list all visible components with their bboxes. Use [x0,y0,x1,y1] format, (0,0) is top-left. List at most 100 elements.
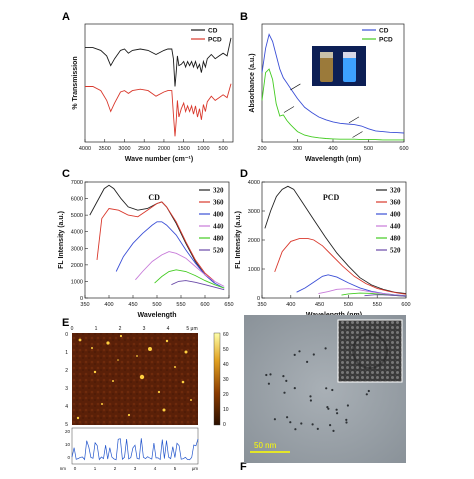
y-tick-label-d: 3000 [248,209,260,215]
tem-particle [367,389,370,393]
afm-particle [190,399,192,401]
afm-particle [184,350,188,354]
y-tick-label-d: 4000 [248,180,260,186]
tem-particle [312,353,315,356]
legend-label-a: PCD [208,37,222,44]
afm-particle [139,374,145,380]
y-tick-label-d: 1000 [248,267,260,273]
afm-particle [93,370,97,374]
afm-x-tick: 1 [95,326,98,332]
x-axis-label-b: Wavelength (nm) [305,156,361,163]
tem-particle [289,421,292,424]
tem-particle [331,388,334,392]
tem-particle [332,429,335,432]
tem-particle [294,428,297,431]
chart-title-d: PCD [323,193,340,202]
tem-particle [309,395,312,398]
annotation-arrow-b [352,131,363,138]
afm-particle [174,366,176,368]
afm-particle [91,347,93,349]
vial-photo-inset [312,46,366,86]
afm-y-tick: 5 [65,422,68,428]
tem-particle [265,373,268,377]
series-line-c-440 [135,251,225,287]
series-line-a-PCD [85,83,232,137]
tem-particle [365,393,368,396]
tem-particle [283,391,286,394]
x-tick-label-a: 1000 [197,146,209,152]
afm-height-profile-line [71,438,199,461]
plot-frame-a [84,23,234,143]
legend-label-c: 480 [213,235,224,243]
x-tick-label-d: 550 [373,302,382,308]
afm-profile-ticks: 20 10 0 0 1 2 3 4 5 μm nm [60,429,199,471]
tem-particle [326,406,329,409]
tem-particle [282,375,285,378]
hrtem-inset [337,319,403,383]
series-line-d-520 [364,294,407,297]
afm-x-tick: 4 [167,326,170,332]
x-tick-label-b: 500 [364,146,373,152]
tem-particle [306,360,309,363]
y-tick-label-c: 2000 [71,263,83,269]
x-axis-label-a: Wave number (cm⁻¹) [125,156,193,163]
y-axis-label-a: % Transmission [72,56,79,109]
panel-label-d: D [240,168,248,180]
tem-particle [293,387,296,390]
afm-profile-y-tick: 10 [65,442,71,447]
x-tick-label-c: 450 [128,302,137,308]
legend-label-d: 400 [390,211,401,219]
y-tick-label-c: 1000 [71,279,83,285]
x-tick-label-d: 600 [401,302,410,308]
plot-frame-d [261,181,407,299]
legend-label-d: 440 [390,223,401,231]
series-line-c-480 [154,269,225,289]
y-tick-label-d: 0 [257,296,260,302]
x-tick-label-c: 550 [176,302,185,308]
afm-particle [76,416,80,420]
afm-height-map [72,333,198,425]
afm-axes: 0 1 2 3 4 5 μm 0 1 2 3 4 5 [65,326,197,428]
tem-image-panel: 50 nm [244,315,406,463]
afm-profile-x-tick: 3 [134,466,137,471]
afm-scale-tick: 0 [223,422,226,428]
afm-y-tick: 0 [65,332,68,338]
afm-x-tick: 2 [119,326,122,332]
afm-scale-tick: 10 [223,407,229,413]
tem-nanoparticles [265,347,370,432]
tem-particle [346,404,349,407]
afm-particle [112,380,114,382]
x-tick-label-c: 650 [224,302,233,308]
panel-label-a: A [62,11,70,23]
panel-label-c: C [62,168,70,180]
tem-particle [325,387,328,390]
afm-particle [136,355,138,357]
afm-scale-tick: 20 [223,392,229,398]
tem-particle [293,353,296,356]
x-tick-label-a: 2500 [138,146,150,152]
x-tick-label-a: 3000 [118,146,130,152]
legend-label-c: 360 [213,199,224,207]
tem-particle [345,418,348,421]
afm-x-tick: 0 [71,326,74,332]
series-line-b-PCD [261,68,404,141]
tem-particle [329,424,332,427]
series-line-a-CD [85,37,232,87]
legend-label-c: 400 [213,211,224,219]
tem-particle [273,418,276,421]
chart-b-uv-vis: 200 300 400 500 600 Wavelength (nm) Absorbance… [249,23,409,163]
legend-label-d: 360 [390,199,401,207]
afm-scale-tick: 50 [223,347,229,353]
y-axis-label-c: FL Intensity (a.u.) [58,211,65,269]
chart-d-pcd-fl: 35040045050055060001000200030004000Wavel… [235,180,411,319]
tem-particle [285,379,288,382]
afm-profile-x-tick: μm [192,466,199,471]
x-axis-label-c: Wavelength [137,312,176,319]
legend-label-c: 320 [213,187,224,195]
x-tick-label-d: 500 [344,302,353,308]
tem-scale-label: 50 nm [254,441,277,450]
afm-particle [165,339,169,343]
afm-y-tick: 3 [65,386,68,392]
chart-a-ftir: 4000 3500 3000 2500 2000 1500 1000 500 Wave numb… [72,23,234,163]
x-tick-label-a: 4000 [79,146,91,152]
